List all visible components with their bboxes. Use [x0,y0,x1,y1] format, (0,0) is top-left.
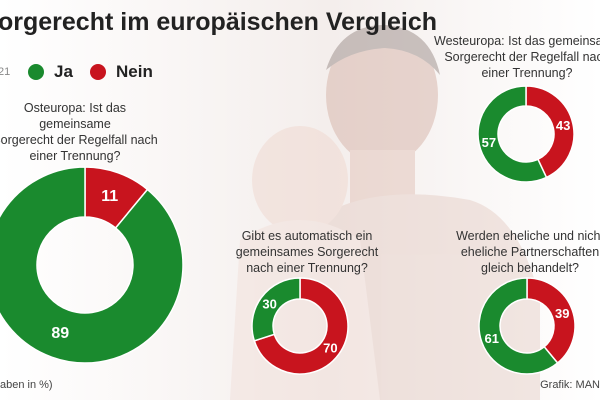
question-osteuropa-line-3: einer Trennung? [29,149,121,163]
slice-label-westeuropa-ja: 57 [482,135,496,150]
slice-partnerschaften-ja [478,277,559,375]
question-westeuropa-line-2: Sorgerecht der Regelfall nach [444,50,600,64]
question-westeuropa-line-3: einer Trennung? [481,66,573,80]
question-osteuropa-line-1: Osteuropa: Ist das gemeinsame [23,101,127,131]
legend-label-nein: Nein [116,62,153,81]
slice-label-partnerschaften-ja: 61 [484,331,498,346]
question-osteuropa: Osteuropa: Ist das gemeinsame Sorgerecht… [0,100,160,164]
legend-item-ja: Ja [28,62,73,82]
slice-partnerschaften-nein [526,277,576,365]
question-partnerschaften-line-3: gleich behandelt? [481,261,579,275]
question-automatisch-line-2: gemeinsames Sorgerecht [235,245,379,259]
legend-swatch-nein [90,64,106,80]
credit: Grafik: MAN [540,379,600,391]
slice-automatisch-nein [253,277,349,375]
question-automatisch-line-3: nach einer Trennung? [246,261,368,275]
slice-label-automatisch-nein: 70 [323,341,337,356]
slice-label-partnerschaften-nein: 39 [555,306,569,321]
slice-label-automatisch-ja: 30 [262,296,276,311]
legend-label-ja: Ja [54,62,73,81]
legend-stub: 21 [0,66,11,78]
slice-label-osteuropa-ja: 89 [51,325,69,342]
slice-label-osteuropa-nein: 11 [101,188,118,205]
question-automatisch-line-1: Gibt es automatisch ein [241,229,373,243]
question-westeuropa: Westeuropa: Ist das gemeinsame Sorgerech… [427,33,600,81]
question-partnerschaften-line-1: Werden eheliche und nicht [456,229,600,243]
slice-osteuropa-ja [0,166,184,364]
slice-westeuropa-ja [477,85,548,183]
chart-title: orgerecht im europäischen Vergleich [0,8,438,36]
question-partnerschaften: Werden eheliche und nicht eheliche Partn… [440,228,600,276]
question-westeuropa-line-1: Westeuropa: Ist das gemeinsame [434,34,600,48]
legend-item-nein: Nein [90,62,153,82]
slice-automatisch-ja [251,277,301,342]
footnote: aben in %) [0,379,53,391]
legend-swatch-ja [28,64,44,80]
question-osteuropa-line-2: Sorgerecht der Regelfall nach [0,133,158,147]
slice-label-westeuropa-nein: 43 [556,118,570,133]
slice-westeuropa-nein [525,85,575,179]
question-automatisch: Gibt es automatisch ein gemeinsames Sorg… [222,228,392,276]
question-partnerschaften-line-2: eheliche Partnerschaften [460,245,600,259]
